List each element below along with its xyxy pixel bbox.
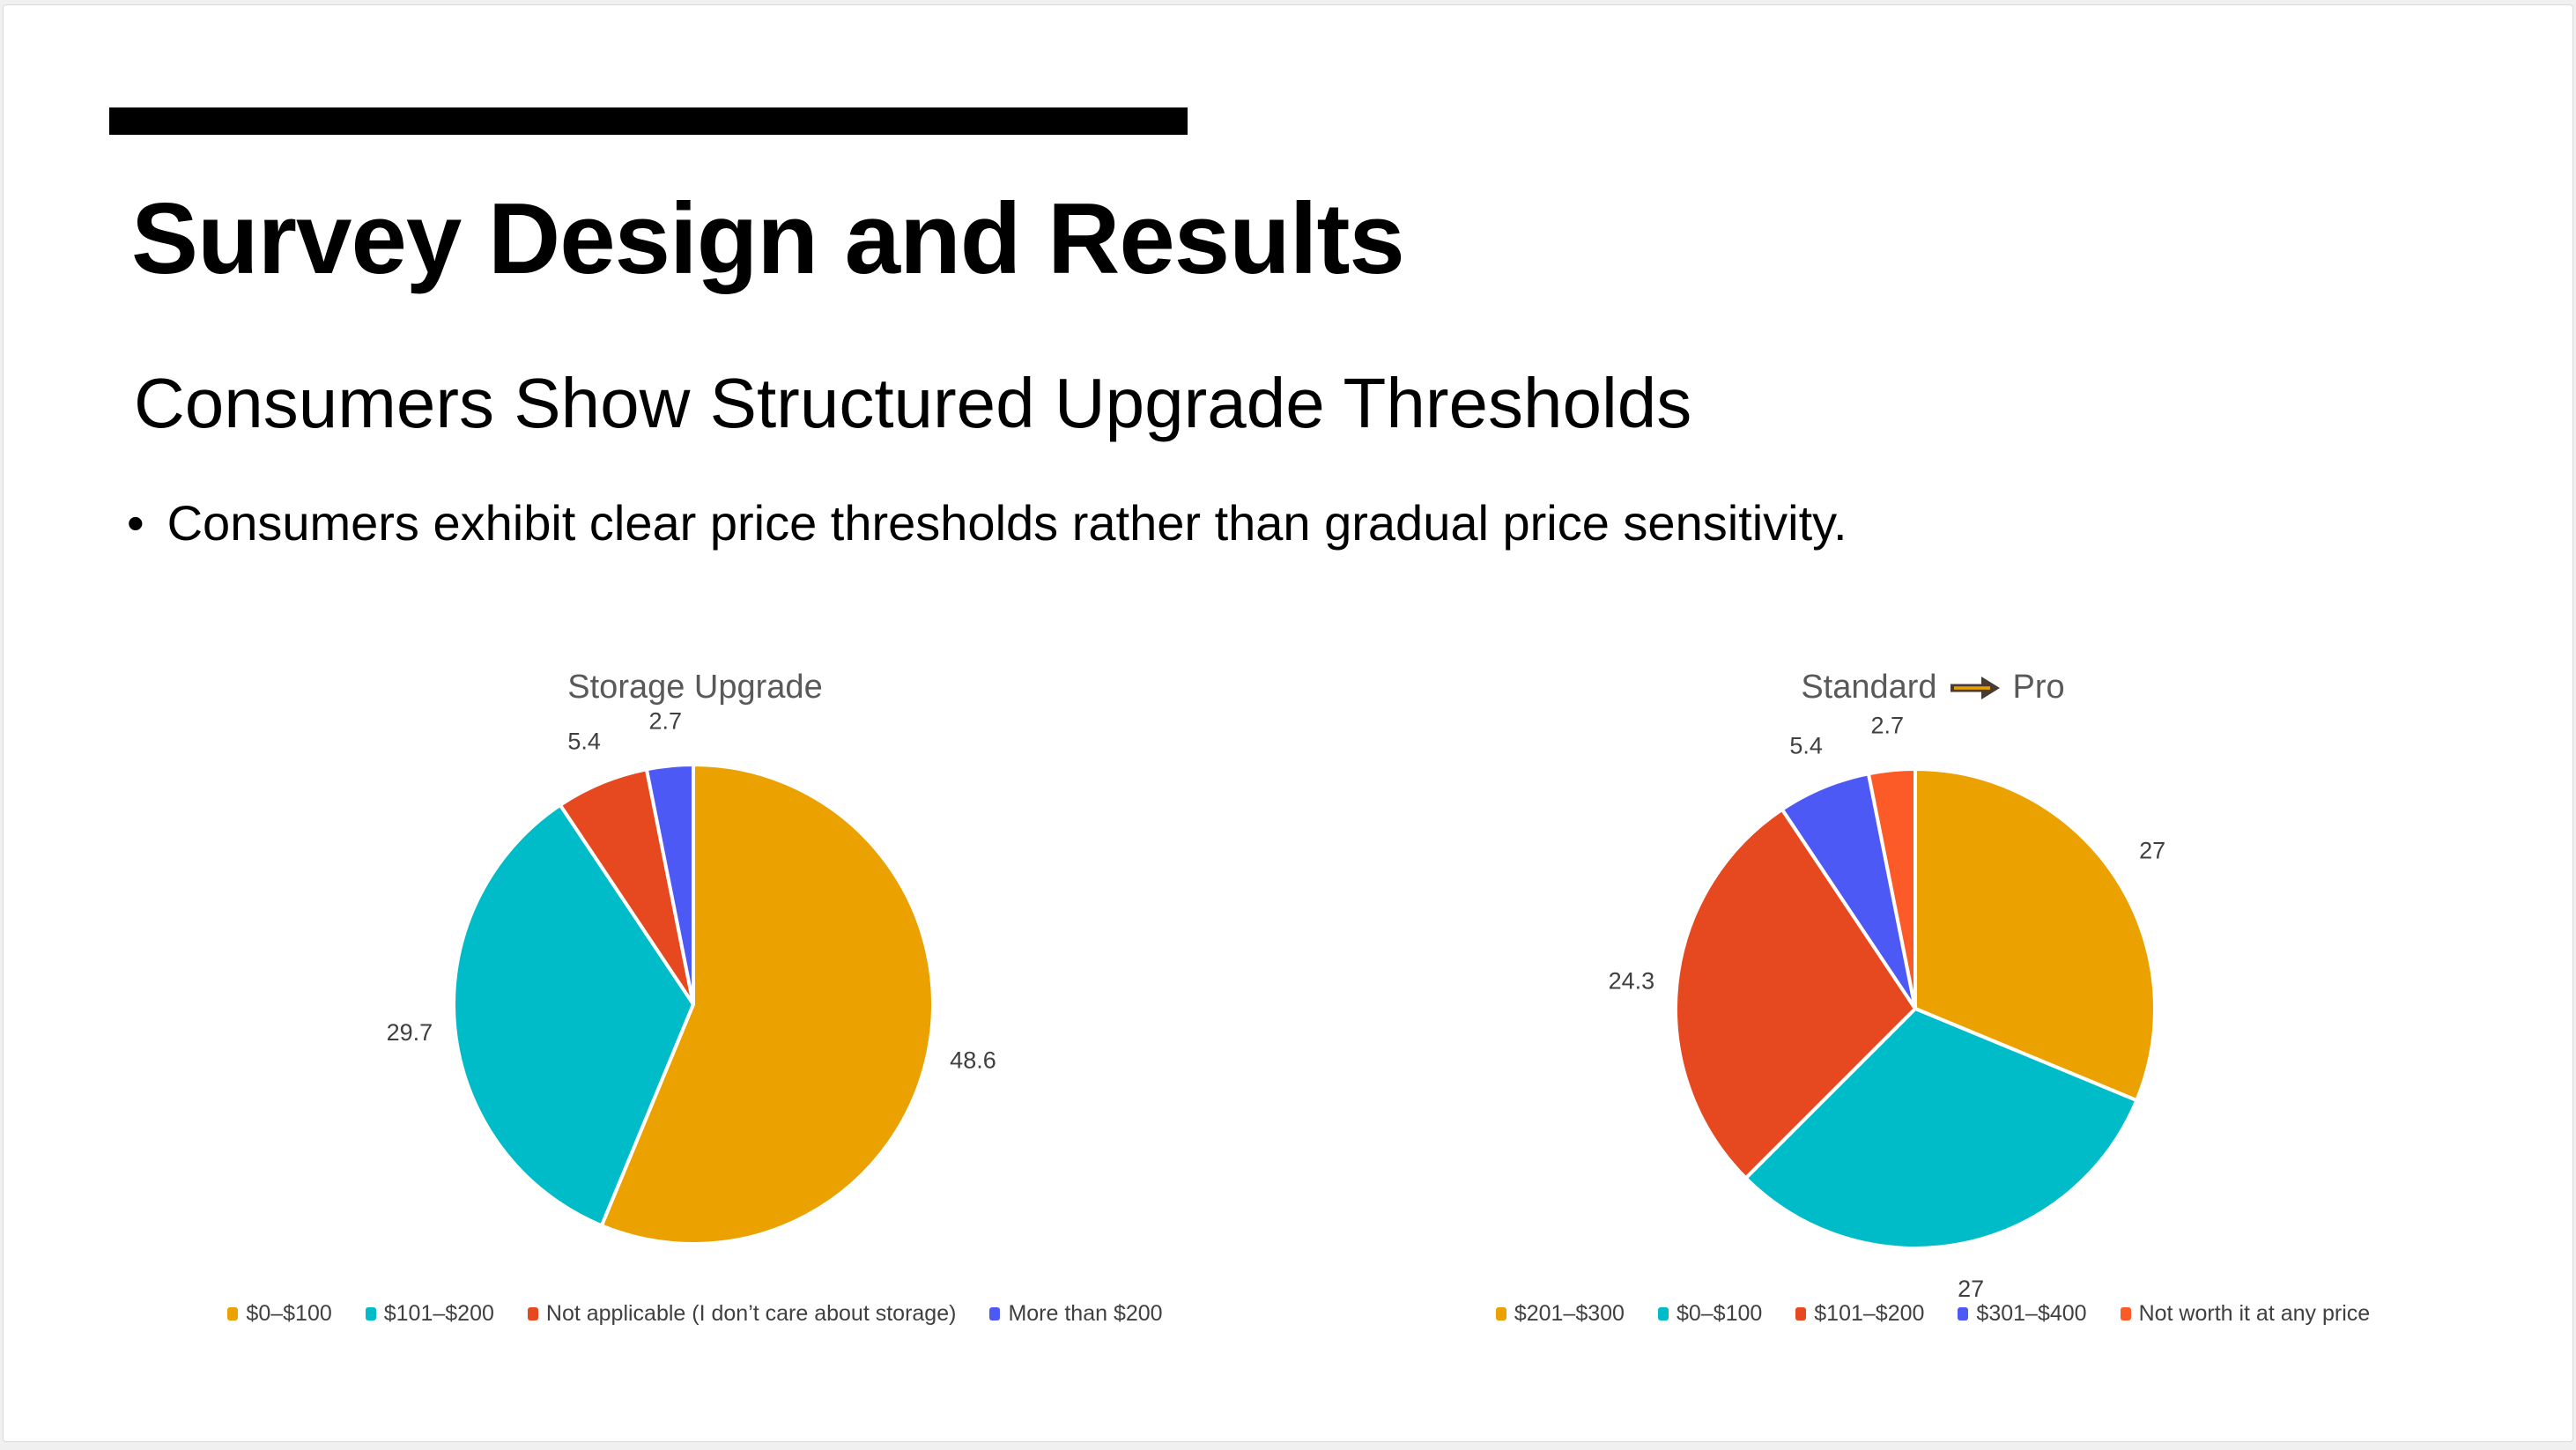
pie-value-label: 2.7 — [649, 707, 683, 734]
legend-item: $301–$400 — [1958, 1300, 2087, 1327]
chart-legend: $201–$300 $0–$100 $101–$200 $301–$400 Not wo… — [1360, 1300, 2506, 1327]
legend-swatch — [1958, 1306, 1969, 1321]
chart-title: Storage Upgrade — [136, 668, 1255, 708]
legend-label: Not worth it at any price — [2138, 1301, 2371, 1326]
legend-label: Not applicable (I don’t care about stora… — [545, 1301, 957, 1326]
legend-item: Not applicable (I don’t care about stora… — [527, 1300, 957, 1327]
pie-slice — [1743, 1007, 2139, 1250]
legend-swatch — [527, 1306, 538, 1321]
bullet-marker: • — [127, 495, 144, 551]
pie-slice — [1866, 767, 1917, 1010]
pie-svg: 48.6 29.7 5.4 2.7 — [387, 707, 996, 1246]
chart-title-right: Pro — [2012, 669, 2065, 706]
accent-bar — [109, 107, 1188, 135]
pie-value-label: 2.7 — [1871, 712, 1905, 738]
pie-value-label: 5.4 — [567, 728, 601, 754]
legend-label: More than $200 — [1008, 1301, 1163, 1326]
pie-slice — [452, 803, 695, 1228]
legend-item: $201–$300 — [1495, 1300, 1625, 1327]
legend-label: $301–$400 — [1976, 1301, 2087, 1326]
pie-chart-storage-upgrade: Storage Upgrade 48.6 29.7 5.4 2.7 $0–$100 $1… — [136, 662, 1255, 1385]
pie-chart-standard-to-pro: Standard Pro 27 27 24.3 5.4 2.7 $201–$300 $0–$… — [1360, 662, 2506, 1385]
legend-swatch — [989, 1306, 1001, 1321]
pie-value-label: 29.7 — [387, 1019, 433, 1046]
legend-swatch — [365, 1306, 376, 1321]
legend-swatch — [1795, 1306, 1807, 1321]
legend-label: $201–$300 — [1514, 1301, 1625, 1326]
legend-item: $101–$200 — [365, 1300, 494, 1327]
legend-item: $0–$100 — [1657, 1300, 1763, 1327]
slide-title: Survey Design and Results — [131, 183, 1405, 295]
pie-slice — [1674, 807, 1917, 1180]
bullet-item: • Consumers exhibit clear price threshold… — [127, 495, 2453, 551]
pie-value-label: 5.4 — [1789, 732, 1823, 758]
legend-swatch — [1657, 1306, 1669, 1321]
legend-item: More than $200 — [989, 1300, 1163, 1327]
pie-slice — [1913, 767, 2157, 1103]
legend-swatch — [227, 1306, 239, 1321]
pie-value-label: 27 — [1958, 1276, 1984, 1297]
legend-label: $101–$200 — [383, 1301, 494, 1326]
legend-label: $0–$100 — [1676, 1301, 1763, 1326]
legend-swatch — [1495, 1306, 1506, 1321]
pie-value-label: 27 — [2139, 838, 2165, 864]
chart-title-left: Standard — [1801, 669, 1937, 706]
chart-legend: $0–$100 $101–$200 Not applicable (I don’t … — [136, 1300, 1255, 1327]
chart-title: Standard Pro — [1360, 668, 2506, 712]
legend-item: Not worth it at any price — [2120, 1300, 2371, 1327]
pie-value-label: 48.6 — [950, 1047, 996, 1074]
right-arrow-icon — [1950, 671, 2001, 712]
legend-item: $101–$200 — [1795, 1300, 1924, 1327]
legend-swatch — [2120, 1306, 2131, 1321]
legend-label: $101–$200 — [1814, 1301, 1925, 1326]
pie-value-label: 24.3 — [1609, 968, 1655, 995]
bullet-text: Consumers exhibit clear price thresholds… — [167, 495, 1847, 551]
pie-svg: 27 27 24.3 5.4 2.7 — [1609, 712, 2166, 1297]
legend-label: $0–$100 — [246, 1301, 332, 1326]
slide-subtitle: Consumers Show Structured Upgrade Thresh… — [134, 364, 1692, 442]
slide: Survey Design and Results Consumers Show… — [3, 4, 2573, 1442]
legend-item: $0–$100 — [227, 1300, 332, 1327]
pie-slice — [599, 763, 935, 1246]
chart-title-text: Storage Upgrade — [567, 669, 823, 706]
pie-slice — [644, 763, 695, 1006]
